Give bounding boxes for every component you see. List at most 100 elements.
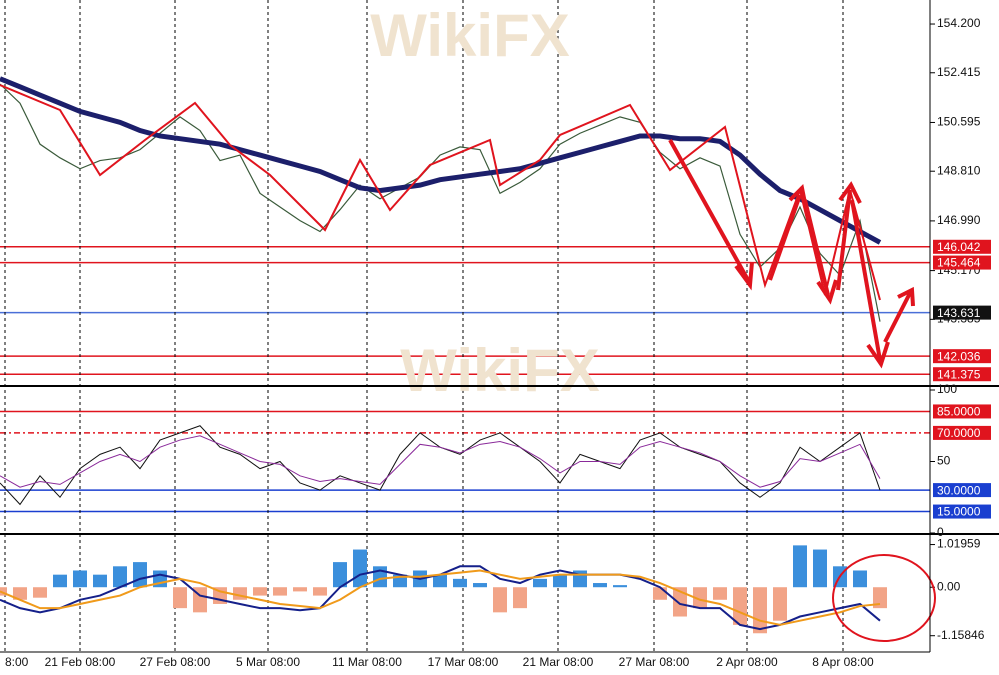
series-line — [0, 435, 881, 488]
x-tick-label: 27 Mar 08:00 — [619, 655, 690, 669]
level-label: 141.375 — [933, 367, 991, 381]
level-label: 143.631 — [933, 305, 991, 320]
y-tick-label: 152.415 — [937, 65, 981, 79]
histogram-bar — [253, 587, 267, 596]
histogram-bar — [713, 587, 727, 600]
grid — [0, 0, 935, 652]
level-label: 146.042 — [933, 239, 991, 254]
y-tick-label: 146.990 — [937, 213, 981, 227]
level-box — [933, 367, 991, 382]
histogram-bar — [273, 587, 287, 596]
histogram-bar — [693, 587, 707, 609]
level-text: 141.375 — [937, 367, 981, 381]
x-tick-label: 8:00 — [5, 655, 29, 669]
level-label: 145.464 — [933, 255, 991, 270]
highlight-circle — [832, 554, 936, 642]
level-box — [933, 349, 991, 364]
histogram-bar — [173, 587, 187, 609]
histogram-bar — [553, 574, 567, 588]
y-tick-label: 100 — [937, 382, 957, 396]
histogram-bar — [673, 587, 687, 617]
histogram-bar — [653, 587, 667, 600]
level-box — [933, 255, 991, 270]
level-text: 142.036 — [937, 349, 981, 363]
level-box — [933, 483, 991, 498]
y-tick-label: 148.810 — [937, 163, 981, 177]
arrows — [668, 139, 915, 369]
level-text: 146.042 — [937, 240, 981, 254]
histogram-bar — [533, 578, 547, 588]
series-line — [0, 76, 882, 245]
histogram-bar — [13, 587, 27, 600]
x-tick-label: 2 Apr 08:00 — [716, 655, 778, 669]
histogram-bar — [113, 566, 127, 588]
histogram-bar — [593, 583, 607, 588]
histogram-bar — [613, 585, 627, 588]
histogram-bar — [853, 570, 867, 588]
level-text: 30.0000 — [937, 483, 981, 497]
y-tick-label: 0 — [937, 525, 944, 539]
histogram-bar — [813, 549, 827, 588]
x-tick-label: 17 Mar 08:00 — [428, 655, 499, 669]
level-box — [933, 404, 991, 419]
y-tick-label: -1.15846 — [937, 628, 985, 642]
x-tick-label: 21 Mar 08:00 — [523, 655, 594, 669]
y-tick-label: 1.01959 — [937, 537, 981, 551]
x-tick-label: 8 Apr 08:00 — [812, 655, 874, 669]
annotations — [0, 84, 936, 642]
level-text: 145.464 — [937, 256, 981, 270]
histogram-bar — [373, 566, 387, 588]
histogram-bar — [333, 562, 347, 588]
histogram-bar — [353, 549, 367, 588]
level-text: 15.0000 — [937, 505, 981, 519]
histogram-bar — [133, 562, 147, 588]
watermark: WikiFX — [400, 337, 599, 404]
x-tick-label: 21 Feb 08:00 — [45, 655, 116, 669]
level-text: 143.631 — [937, 306, 981, 320]
level-text: 85.0000 — [937, 405, 981, 419]
histogram-bar — [293, 587, 307, 592]
level-label: 30.0000 — [933, 483, 991, 497]
level-label: 85.0000 — [933, 404, 991, 419]
histogram-bar — [733, 587, 747, 625]
histogram-bar — [513, 587, 527, 609]
histogram-bar — [93, 574, 107, 588]
histogram-bar — [233, 587, 247, 600]
x-tick-label: 5 Mar 08:00 — [236, 655, 300, 669]
level-box — [933, 305, 991, 320]
watermark: WikiFX — [370, 2, 569, 69]
level-box — [933, 425, 991, 440]
histogram-bar — [53, 574, 67, 588]
histogram-bar — [453, 578, 467, 588]
histogram-bar — [493, 587, 507, 613]
histogram-bar — [33, 587, 47, 598]
histogram-bar — [73, 570, 87, 588]
labels: 154.200152.415150.595148.810146.990145.1… — [5, 16, 991, 669]
x-tick-label: 27 Feb 08:00 — [140, 655, 211, 669]
histogram-bar — [773, 587, 787, 621]
marks — [0, 76, 887, 634]
y-tick-label: 150.595 — [937, 115, 981, 129]
histogram-bar — [473, 583, 487, 588]
zigzag — [0, 84, 881, 301]
series-line — [0, 569, 881, 626]
histogram-bar — [0, 587, 7, 596]
level-label: 15.0000 — [933, 504, 991, 519]
y-tick-label: 0.00 — [937, 579, 961, 593]
histogram-bar — [793, 545, 807, 588]
y-tick-label: 50 — [937, 454, 951, 468]
level-box — [933, 239, 991, 254]
histogram-bar — [753, 587, 767, 634]
histogram-bar — [433, 574, 447, 588]
level-label: 70.0000 — [933, 425, 991, 440]
histogram-bar — [873, 587, 887, 609]
x-tick-label: 11 Mar 08:00 — [332, 655, 402, 669]
y-tick-label: 154.200 — [937, 16, 981, 30]
level-label: 142.036 — [933, 349, 991, 363]
series-line — [0, 83, 881, 322]
histogram-bar — [313, 587, 327, 596]
level-box — [933, 504, 991, 519]
